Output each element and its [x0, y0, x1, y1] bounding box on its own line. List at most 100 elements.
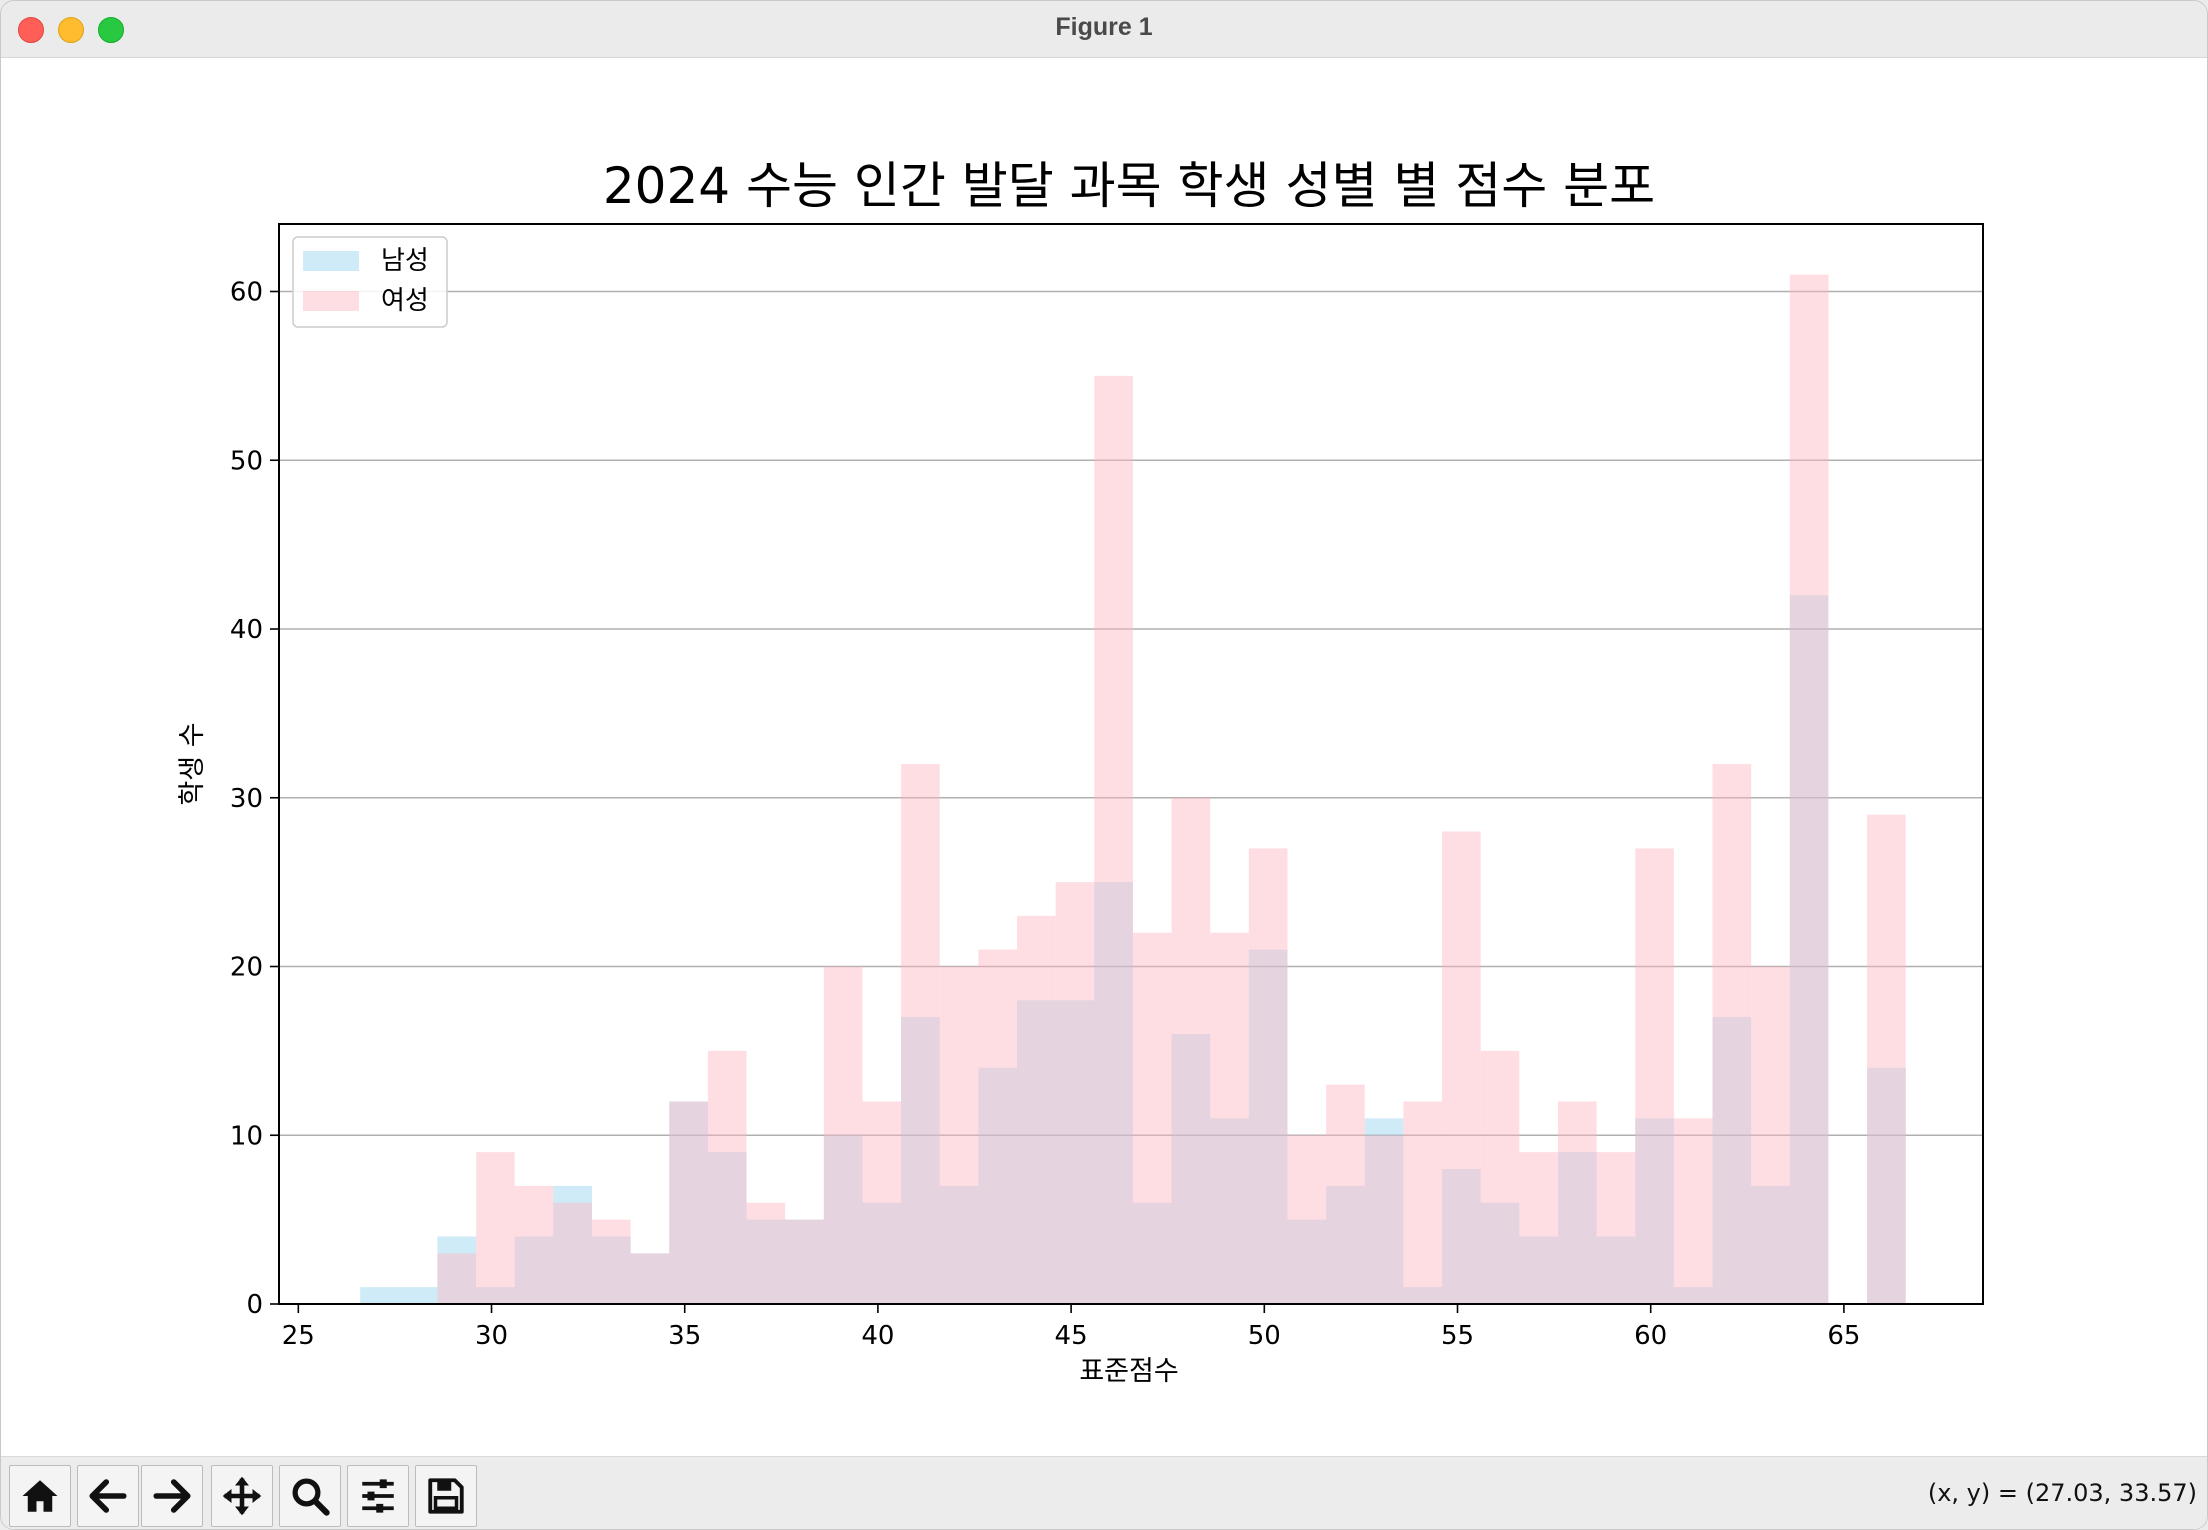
bar-male	[1171, 1034, 1211, 1304]
bar-male	[1751, 1185, 1790, 1304]
save-disk-icon	[428, 1478, 464, 1514]
bar-female	[591, 1219, 631, 1304]
bar-male	[1326, 1185, 1365, 1304]
y-tick-label: 60	[230, 278, 263, 308]
bar-female	[1519, 1152, 1558, 1304]
bar-male	[1867, 1067, 1906, 1304]
bar-male	[1094, 882, 1133, 1304]
bar-female	[553, 1202, 592, 1304]
bar-male	[553, 1185, 592, 1304]
legend-label-female: 여성	[381, 286, 429, 316]
x-tick-label: 60	[1634, 1321, 1667, 1351]
bar-female	[1789, 274, 1829, 1304]
histogram-chart: 2024 수능 인간 발달 과목 학생 성별 별 점수 분포 25 30 35 40 4…	[177, 157, 1984, 1387]
bar-male	[1557, 1152, 1597, 1304]
bar-male	[1519, 1236, 1558, 1304]
x-tick-label: 35	[668, 1321, 701, 1351]
bar-female	[746, 1202, 786, 1304]
bar-male	[862, 1202, 902, 1304]
bar-male	[1055, 1000, 1095, 1304]
zoom-button[interactable]	[279, 1465, 341, 1527]
chart-title: 2024 수능 인간 발달 과목 학생 성별 별 점수 분포	[603, 157, 1655, 215]
bar-female	[1326, 1084, 1365, 1304]
bar-female	[1017, 915, 1056, 1304]
bar-female	[1442, 831, 1481, 1304]
bar-male	[514, 1236, 554, 1304]
y-tick-label: 20	[230, 953, 263, 983]
x-tick-label: 30	[475, 1321, 508, 1351]
plot-frame	[278, 223, 1984, 1305]
bar-female	[669, 1101, 708, 1304]
bar-female	[1132, 932, 1172, 1304]
title-bar: Figure 1	[1, 1, 2207, 58]
home-icon	[22, 1480, 58, 1512]
bar-female	[1635, 848, 1674, 1304]
back-arrow-icon	[89, 1479, 127, 1513]
bar-female	[1364, 1135, 1404, 1304]
bar-male	[1789, 595, 1829, 1304]
bar-female	[901, 764, 940, 1304]
bar-female	[978, 949, 1018, 1304]
legend-swatch-male	[303, 251, 359, 271]
forward-button[interactable]	[141, 1465, 203, 1527]
legend-swatch-female	[303, 291, 359, 311]
bar-male	[476, 1287, 515, 1304]
pan-button[interactable]	[211, 1465, 273, 1527]
bar-male	[398, 1287, 438, 1304]
window-title: Figure 1	[1055, 13, 1153, 41]
x-tick-label: 45	[1055, 1321, 1088, 1351]
bar-female	[1712, 764, 1752, 1304]
x-tick-label: 40	[861, 1321, 894, 1351]
bar-female	[630, 1253, 670, 1304]
save-button[interactable]	[415, 1465, 477, 1527]
bar-male	[591, 1236, 631, 1304]
x-axis-ticks: 25 30 35 40 45 50 55 60 65	[282, 1304, 1860, 1351]
forward-arrow-icon	[153, 1479, 191, 1513]
bar-female	[785, 1219, 824, 1304]
bar-male	[901, 1017, 940, 1304]
maximize-window-button[interactable]	[98, 17, 124, 43]
bar-male	[360, 1287, 399, 1304]
bar-female	[1596, 1152, 1636, 1304]
bar-female	[823, 966, 863, 1304]
bar-male	[1248, 949, 1288, 1304]
bar-female	[862, 1101, 902, 1304]
x-tick-label: 65	[1827, 1321, 1860, 1351]
bar-male	[823, 1135, 863, 1304]
minimize-window-button[interactable]	[58, 17, 84, 43]
bar-female	[1403, 1101, 1443, 1304]
grid-lines	[279, 290, 1983, 1137]
bar-female	[1557, 1101, 1597, 1304]
back-button[interactable]	[77, 1465, 139, 1527]
figure-canvas[interactable]: 2024 수능 인간 발달 과목 학생 성별 별 점수 분포 25 30 35 40 4…	[1, 58, 2207, 1456]
bar-female	[437, 1253, 477, 1304]
bar-male	[1635, 1118, 1674, 1304]
y-tick-label: 0	[246, 1290, 263, 1320]
bar-male	[1210, 1118, 1249, 1304]
bar-male	[1017, 1000, 1056, 1304]
bar-male	[707, 1152, 747, 1304]
y-tick-label: 40	[230, 615, 263, 645]
legend: 남성 여성	[292, 236, 448, 328]
configure-subplots-button[interactable]	[347, 1465, 409, 1527]
y-tick-label: 50	[230, 446, 263, 476]
close-window-button[interactable]	[18, 17, 44, 43]
configure-subplots-icon	[362, 1479, 394, 1513]
bar-male	[939, 1185, 979, 1304]
bar-female	[514, 1185, 554, 1304]
pan-move-icon	[222, 1476, 262, 1516]
bar-female	[1480, 1050, 1520, 1304]
x-tick-label: 55	[1441, 1321, 1474, 1351]
bars	[360, 274, 1906, 1304]
bar-male	[1596, 1236, 1636, 1304]
bar-female	[1751, 966, 1790, 1304]
bar-female	[476, 1152, 515, 1304]
bar-female	[1094, 375, 1133, 1304]
navigation-toolbar: (x, y) = (27.03, 33.57)	[1, 1456, 2207, 1529]
home-button[interactable]	[9, 1465, 71, 1527]
bar-female	[939, 966, 979, 1304]
bar-female	[1867, 814, 1906, 1304]
bar-female	[1673, 1118, 1713, 1304]
bar-female	[1171, 797, 1211, 1304]
